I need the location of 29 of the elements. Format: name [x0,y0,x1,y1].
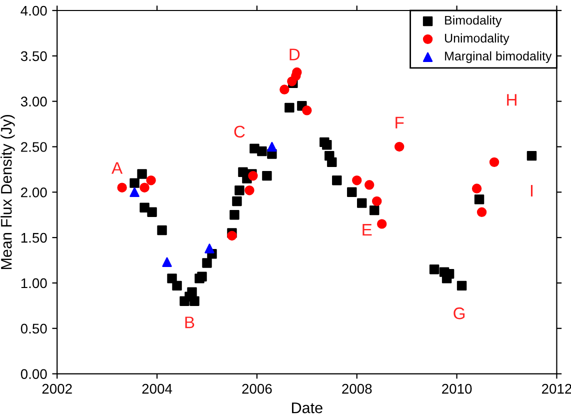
annotation: G [454,307,465,320]
y-tick-label: 0.00 [20,369,47,379]
x-tick-label: 2012 [542,384,571,394]
x-tick-label: 2002 [42,384,72,394]
x-tick-label: 2004 [142,384,172,394]
y-tick-label: 0.50 [20,324,47,334]
annotation: E [362,224,372,236]
legend-label: Bimodality [445,16,502,28]
annotation: C [234,126,245,138]
legend-label: Unimodality [445,33,510,46]
annotation: I [530,184,533,196]
annotation: A [112,162,123,174]
y-tick-label: 1.00 [21,278,47,288]
y-tick-label: 1.50 [21,232,47,243]
y-tick-label: 3.00 [20,96,47,106]
annotation: B [185,316,194,328]
y-axis-title: Mean Flux Density (Jy) [0,114,15,269]
annotation: D [290,48,300,60]
x-tick-label: 2006 [242,384,272,394]
y-tick-label: 3.50 [20,51,47,62]
y-tick-label: 4.00 [20,6,47,16]
legend-label: Marginal bimodality [445,51,552,63]
y-tick-label: 2.50 [21,142,47,152]
y-tick-label: 2.00 [21,187,47,198]
x-tick-label: 2010 [442,384,472,394]
annotation: H [507,94,516,106]
x-axis-title: Date [292,402,322,414]
x-tick-label: 2008 [342,384,372,394]
annotation: F [396,116,404,128]
